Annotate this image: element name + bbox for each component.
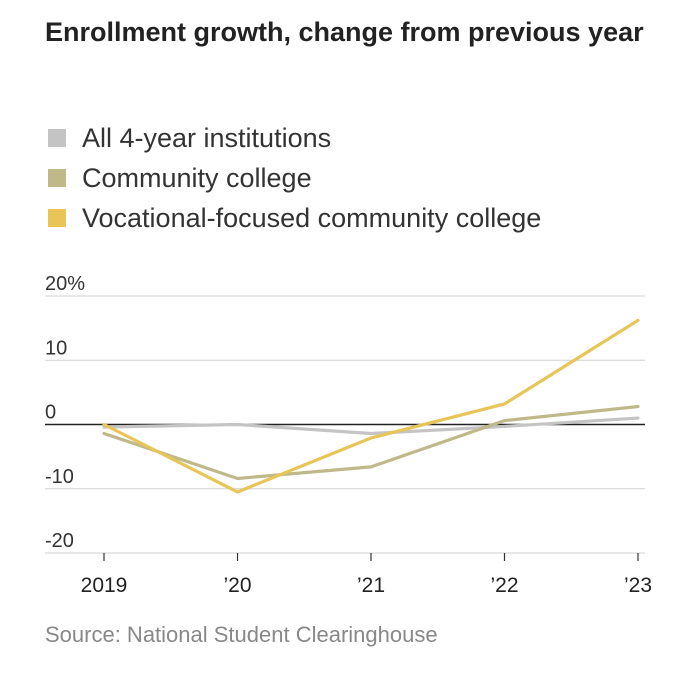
chart-title: Enrollment growth, change from previous …: [45, 17, 644, 47]
line-chart: 20% 10 0 -10 -20 2019 ’20 ’21 ’22 ’23: [45, 273, 652, 597]
legend: All 4-year institutions Community colleg…: [48, 118, 541, 238]
legend-item-community-college: Community college: [48, 158, 541, 198]
x-tick-label: ’22: [490, 574, 518, 597]
x-tick-label: 2019: [81, 574, 128, 597]
y-tick-label: 10: [45, 337, 67, 359]
x-tick-label: ’21: [357, 574, 385, 597]
legend-item-vocational: Vocational-focused community college: [48, 198, 541, 238]
legend-swatch-all-4-year: [48, 129, 66, 147]
series-line-1: [102, 416, 640, 436]
legend-label-vocational: Vocational-focused community college: [82, 202, 542, 233]
y-tick-label: -20: [45, 530, 74, 552]
legend-item-all-4-year: All 4-year institutions: [48, 118, 541, 158]
legend-swatch-community-college: [48, 169, 66, 187]
y-tick-label: 0: [45, 402, 56, 424]
x-tick-label: ’20: [223, 574, 251, 597]
legend-swatch-vocational: [48, 209, 66, 227]
series-line-2: [102, 404, 640, 481]
x-tick-label: ’23: [624, 574, 652, 597]
source-note: Source: National Student Clearinghouse: [45, 622, 438, 647]
y-tick-label: -10: [45, 466, 74, 488]
series-line-3: [102, 318, 640, 494]
y-tick-label: 20%: [45, 273, 85, 295]
legend-label-community-college: Community college: [82, 162, 312, 193]
legend-label-all-4-year: All 4-year institutions: [82, 122, 332, 153]
